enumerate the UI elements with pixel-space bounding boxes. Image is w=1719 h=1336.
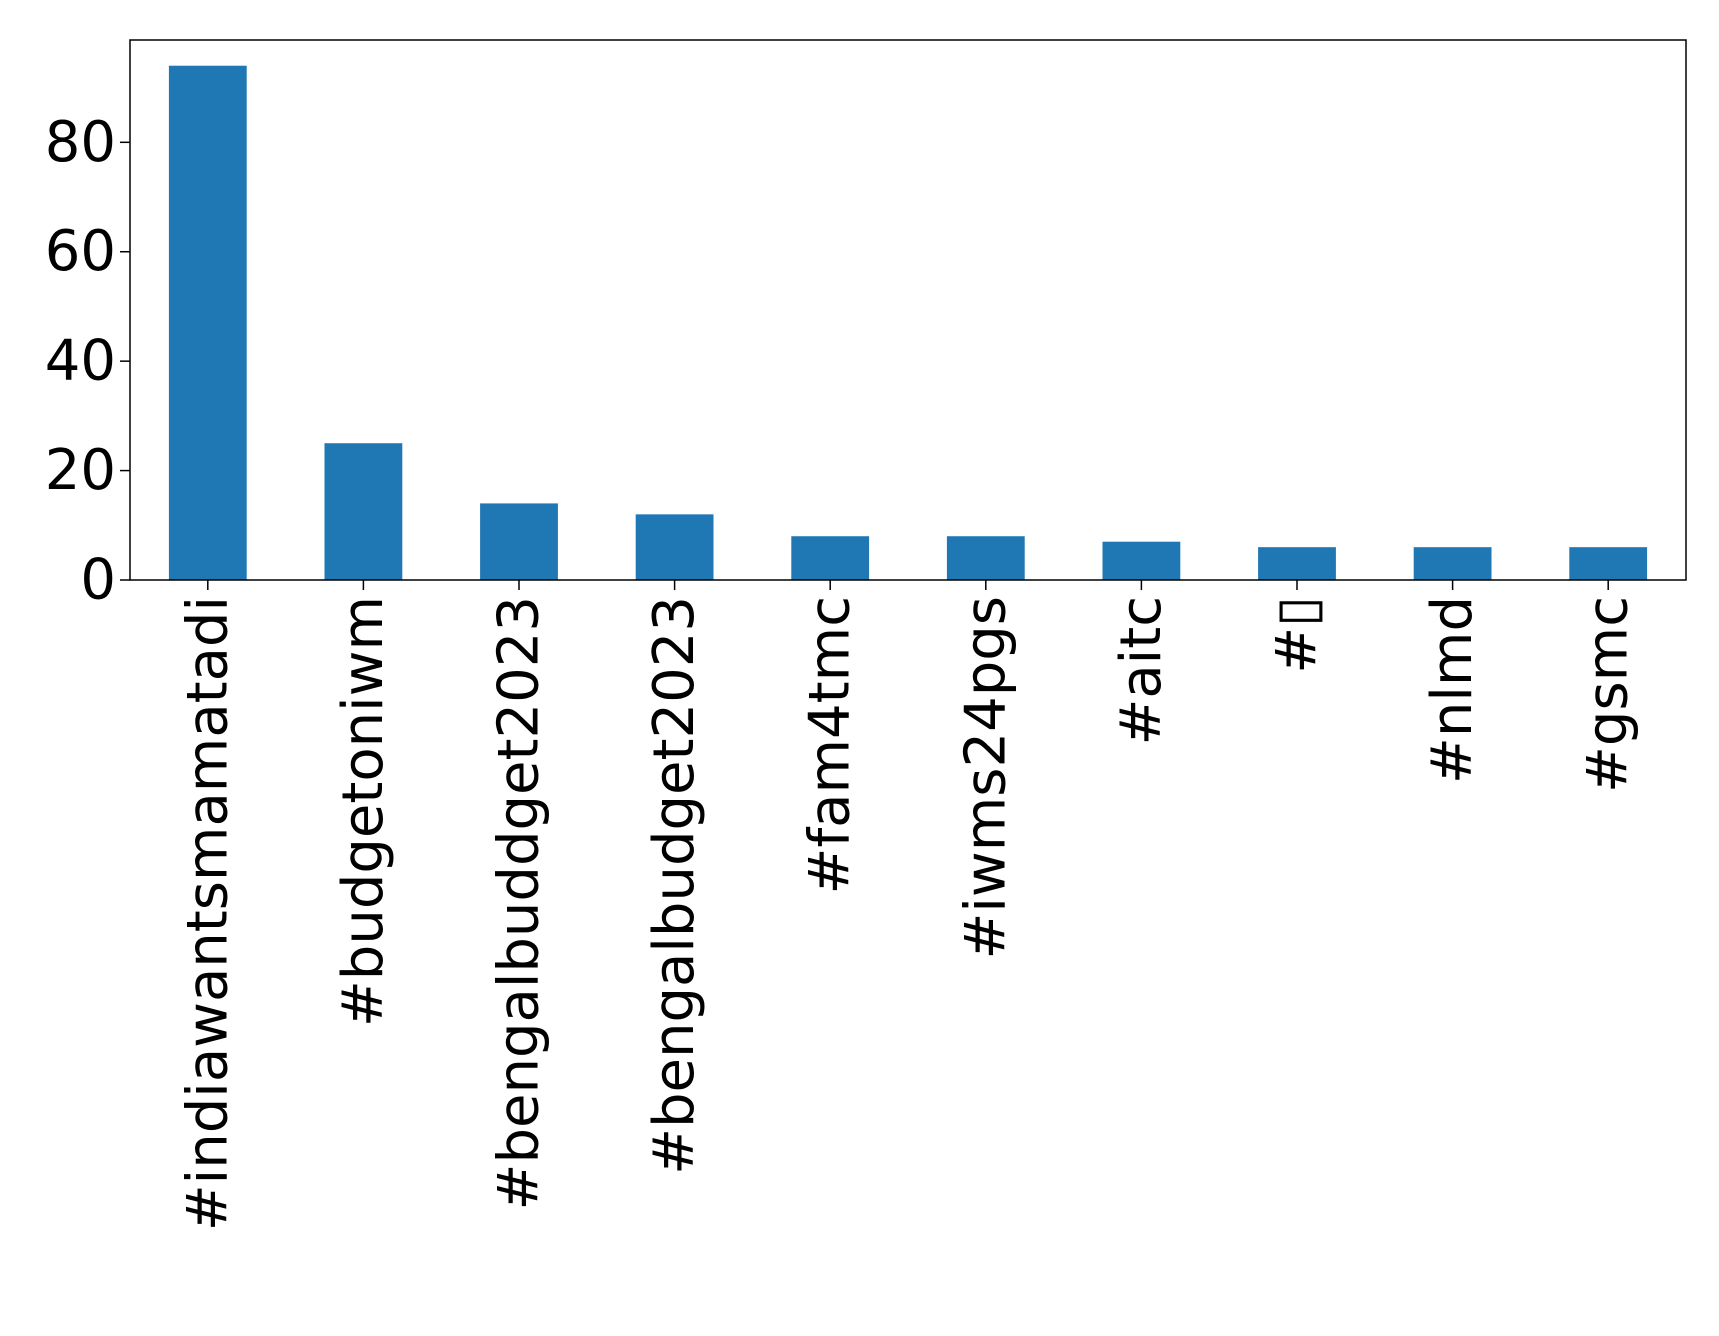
bar-2 [480, 503, 558, 580]
bar-1 [324, 443, 403, 580]
x-tick-label-0: #indiawantsmamatadi [175, 596, 240, 1231]
bar-0 [168, 65, 247, 580]
bar-4 [791, 536, 870, 580]
x-tick-label-8: #nlmd [1420, 596, 1485, 784]
bar-3 [635, 514, 714, 580]
y-tick-label-4: 80 [45, 110, 116, 175]
axes-group [129, 39, 1687, 581]
x-tick-label-4: #fam4tmc [798, 596, 863, 894]
y-tick-label-3: 60 [45, 219, 116, 284]
y-tick-label-2: 40 [45, 329, 116, 394]
x-tick-label-6: #aitc [1109, 596, 1174, 746]
bar-9 [1569, 547, 1648, 580]
x-tick-label-2: #bengalbuddget2023 [487, 596, 552, 1210]
bars-group [168, 65, 1648, 580]
x-tick-label-7: #▯ [1265, 596, 1330, 674]
bar-6 [1102, 541, 1181, 580]
x-tick-label-1: #budgetoniwm [331, 596, 396, 1027]
bar-5 [946, 536, 1025, 580]
x-axis-ticks: #indiawantsmamatadi #budgetoniwm #bengalbu… [175, 580, 1641, 1231]
x-tick-label-9: #gsmc [1576, 596, 1641, 793]
y-axis-ticks: 0 20 40 60 80 [45, 110, 130, 613]
bar-8 [1413, 547, 1492, 580]
bar-7 [1258, 547, 1336, 580]
y-tick-label-0: 0 [80, 548, 116, 613]
y-tick-label-1: 20 [45, 438, 116, 503]
plot-frame [129, 39, 1687, 581]
x-tick-label-5: #iwms24pgs [953, 596, 1018, 960]
x-tick-label-3: #bengalbudget2023 [642, 596, 707, 1175]
